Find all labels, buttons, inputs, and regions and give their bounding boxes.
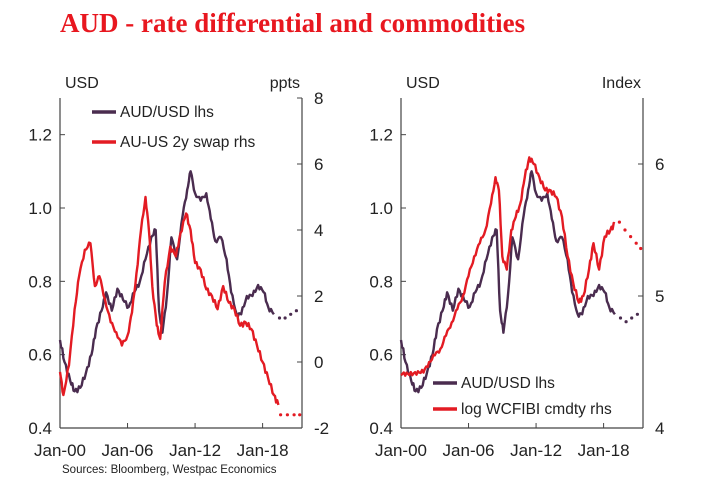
left-axis-unit: USD — [65, 75, 99, 92]
forecast-point — [629, 235, 633, 239]
x-tick-label: Jan-12 — [510, 441, 562, 460]
source-note: Sources: Bloomberg, Westpac Economics — [62, 464, 277, 476]
chart-left: USD ppts 0.4 0.6 0.8 1.0 1.2 -2 0 2 4 6 8 Jan-00 Jan-0… — [28, 75, 329, 460]
x-tick-label: Jan-06 — [102, 441, 154, 460]
forecast-point — [289, 312, 293, 316]
forecast-point — [624, 320, 628, 324]
right-tick-label: 2 — [314, 287, 323, 306]
forecast-point — [623, 228, 627, 232]
forecast-point — [277, 316, 282, 320]
right-tick-label: 0 — [314, 353, 323, 372]
right-tick-label: 8 — [314, 89, 323, 108]
forecast-point — [292, 413, 296, 417]
x-tick-label: Jan-18 — [237, 441, 289, 460]
right-tick-label: 5 — [655, 287, 664, 306]
left-tick-label: 0.8 — [369, 272, 393, 291]
left-axis-unit: USD — [406, 75, 440, 92]
forecast-point — [298, 413, 302, 417]
right-tick-label: 4 — [314, 221, 323, 240]
right-tick-label: -2 — [314, 419, 329, 438]
x-tick-label: Jan-00 — [375, 441, 427, 460]
left-tick-label: 1.2 — [28, 126, 52, 145]
forecast-point — [283, 316, 287, 320]
legend-label: AU-US 2y swap rhs — [120, 134, 255, 151]
forecast-point — [279, 413, 283, 417]
left-tick-label: 0.6 — [28, 346, 52, 365]
right-axis-unit: Index — [602, 75, 641, 92]
forecast-point — [630, 316, 634, 320]
x-tick-label: Jan-12 — [169, 441, 221, 460]
x-tick-label: Jan-18 — [578, 441, 630, 460]
left-tick-label: 0.4 — [369, 419, 393, 438]
right-tick-label: 4 — [655, 419, 664, 438]
forecast-point — [617, 220, 622, 224]
series-line-audusd — [58, 170, 275, 394]
series-line-red — [400, 156, 616, 377]
left-tick-label: 0.8 — [28, 272, 52, 291]
left-tick-label: 0.4 — [28, 419, 52, 438]
series-line-red — [58, 195, 280, 406]
x-tick-label: Jan-06 — [443, 441, 495, 460]
forecast-point — [294, 309, 298, 313]
right-axis-unit: ppts — [270, 75, 300, 92]
chart-right: USD Index 0.4 0.6 0.8 1.0 1.2 4 5 6 Jan-00 Jan-06 Ja… — [369, 75, 664, 460]
left-tick-label: 1.0 — [28, 199, 52, 218]
left-tick-label: 1.2 — [369, 126, 393, 145]
forecast-point — [618, 316, 623, 320]
legend-label: log WCFIBI cmdty rhs — [461, 401, 612, 418]
series-line-audusd — [399, 170, 616, 394]
legend-label: AUD/USD lhs — [461, 375, 555, 392]
right-tick-label: 6 — [655, 155, 664, 174]
left-tick-label: 1.0 — [369, 199, 393, 218]
right-tick-label: 6 — [314, 155, 323, 174]
forecast-point — [285, 413, 289, 417]
forecast-point — [635, 312, 640, 316]
left-tick-label: 0.6 — [369, 346, 393, 365]
page-title: AUD - rate differential and commodities — [60, 8, 526, 38]
legend-label: AUD/USD lhs — [120, 104, 214, 121]
x-tick-label: Jan-00 — [34, 441, 86, 460]
forecast-point — [639, 246, 643, 251]
forecast-point — [634, 241, 638, 245]
